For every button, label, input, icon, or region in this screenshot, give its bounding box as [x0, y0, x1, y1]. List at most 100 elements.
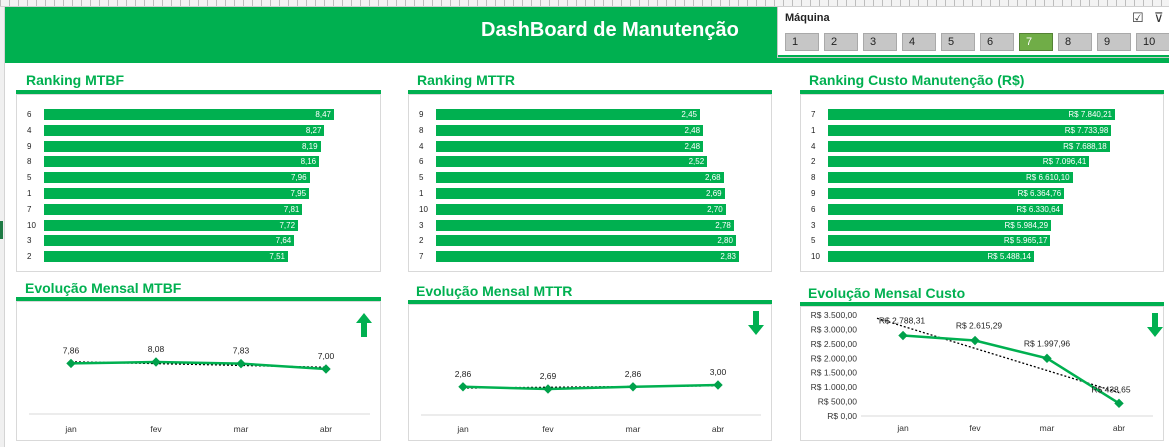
- x-tick-label: jan: [896, 423, 909, 433]
- data-label: 8,08: [148, 344, 165, 354]
- rank-value-label: R$ 7.688,18: [1063, 141, 1107, 151]
- rank-row: 6 8,47: [17, 109, 380, 120]
- rank-category-label: 8: [27, 157, 32, 167]
- rank-row: 6 2,52: [409, 156, 771, 168]
- rank-category-label: 5: [27, 173, 32, 183]
- rank-category-label: 7: [811, 110, 816, 119]
- data-label: 3,00: [710, 367, 727, 377]
- slicer-item-9[interactable]: 9: [1097, 33, 1131, 51]
- slicer-item-6[interactable]: 6: [980, 33, 1014, 51]
- slicer-item-7[interactable]: 7: [1019, 33, 1053, 51]
- machine-slicer[interactable]: Máquina ☑ ⊽ 1 2 3 4 5 6 7 8 9 10: [777, 7, 1169, 58]
- rank-value-label: R$ 7.096,41: [1042, 157, 1087, 167]
- ranking-mtbf-chart: 6 8,47 4 8,27 9 8,19 8 8,16 5 7,96 1 7,95 7 7,81 10 7,7…: [16, 94, 381, 272]
- multi-select-icon[interactable]: ☑: [1132, 10, 1144, 25]
- rank-bar: 7,51: [44, 251, 288, 263]
- rank-row: 1 7,95: [17, 188, 380, 199]
- rank-bar: 8,27: [44, 124, 325, 136]
- data-point: [1042, 353, 1052, 364]
- rank-row: 8 8,16: [17, 156, 380, 168]
- evolucao-custo-title: Evolução Mensal Custo: [808, 285, 966, 301]
- rank-value-label: 7,51: [269, 252, 285, 262]
- clear-filter-icon[interactable]: ⊽: [1154, 10, 1164, 25]
- rank-bar: R$ 6.330,64: [828, 203, 1063, 215]
- rank-row: 10 7,72: [17, 219, 380, 231]
- slicer-title: Máquina: [785, 12, 830, 24]
- data-label: 2,86: [455, 369, 472, 379]
- rank-category-label: 4: [811, 141, 816, 151]
- x-tick-label: fev: [969, 423, 981, 433]
- rank-value-label: 8,27: [305, 125, 322, 135]
- rank-value-label: R$ 5.488,14: [987, 252, 1031, 262]
- slicer-item-1[interactable]: 1: [785, 33, 819, 51]
- rank-row: 3 2,78: [409, 219, 771, 231]
- series-line: [462, 383, 719, 391]
- rank-row: 1 2,69: [409, 188, 771, 199]
- rank-category-label: 1: [811, 125, 816, 135]
- rank-value-label: 2,83: [720, 252, 736, 262]
- rank-category-label: 10: [27, 220, 36, 230]
- arrow-shape: [1147, 313, 1163, 337]
- rank-category-label: 3: [27, 236, 32, 246]
- rank-bar: 7,96: [44, 172, 310, 184]
- column-header-ruler: [0, 0, 1169, 7]
- slicer-item-10[interactable]: 10: [1136, 33, 1169, 51]
- series-line: [902, 334, 1120, 405]
- slicer-item-5[interactable]: 5: [941, 33, 975, 51]
- rank-category-label: 8: [811, 173, 816, 183]
- y-tick-label: R$ 3.500,00: [811, 310, 858, 320]
- row-header-strip: [0, 7, 5, 447]
- data-point: [151, 357, 161, 367]
- rank-row: 6 R$ 6.330,64: [801, 203, 1163, 215]
- rank-bar: R$ 5.965,17: [828, 235, 1051, 247]
- evolucao-mttr-bar: [408, 300, 772, 304]
- rank-value-label: 8,16: [300, 157, 317, 167]
- data-label: R$ 1.997,96: [1024, 338, 1071, 348]
- rank-bar: 2,52: [436, 156, 708, 168]
- data-point: [898, 330, 908, 341]
- rank-value-label: R$ 5.984,29: [1004, 220, 1049, 230]
- rank-bar: 2,48: [436, 124, 704, 136]
- rank-row: 9 R$ 6.364,76: [801, 188, 1163, 199]
- rank-bar: 8,16: [44, 156, 320, 168]
- y-tick-label: R$ 1.500,00: [811, 368, 858, 378]
- rank-row: 3 7,64: [17, 235, 380, 247]
- rank-row: 5 2,68: [409, 172, 771, 184]
- rank-row: 2 2,80: [409, 235, 771, 247]
- rank-value-label: R$ 6.330,64: [1016, 204, 1060, 214]
- rank-category-label: 9: [27, 141, 32, 151]
- dashboard-title: DashBoard de Manutenção: [481, 19, 739, 41]
- slicer-item-2[interactable]: 2: [824, 33, 858, 51]
- data-label: 2,69: [540, 371, 557, 381]
- rank-bar: 2,80: [436, 235, 736, 247]
- arrow-up-icon: [356, 313, 372, 337]
- rank-bar: 2,70: [436, 203, 726, 215]
- rank-row: 4 2,48: [409, 140, 771, 152]
- arrow-shape: [748, 311, 764, 335]
- rank-bar: 2,68: [436, 172, 724, 184]
- rank-value-label: 2,48: [684, 141, 701, 151]
- y-tick-label: R$ 0,00: [827, 411, 857, 421]
- rank-row: 5 7,96: [17, 172, 380, 184]
- rank-bar: 2,83: [436, 251, 739, 263]
- rank-bar: 7,64: [44, 235, 295, 247]
- data-point: [66, 358, 76, 369]
- rank-bar: 2,48: [436, 140, 704, 152]
- rank-bar: 7,72: [44, 219, 299, 231]
- rank-value-label: 2,69: [706, 189, 722, 198]
- slicer-item-8[interactable]: 8: [1058, 33, 1092, 51]
- evolucao_mtbf-svg: jan fev mar abr 7,86 8,08 7,83 7,00: [29, 344, 370, 434]
- arrow-down-icon: [1147, 313, 1163, 337]
- slicer-item-4[interactable]: 4: [902, 33, 936, 51]
- rank-bar: 8,47: [44, 109, 334, 120]
- rank-category-label: 5: [811, 236, 816, 246]
- data-label: R$ 2.615,29: [956, 321, 1003, 331]
- rank-row: 4 8,27: [17, 124, 380, 136]
- ranking-mtbf-title: Ranking MTBF: [26, 72, 124, 88]
- rank-value-label: 2,52: [688, 157, 705, 167]
- rank-row: 10 2,70: [409, 203, 771, 215]
- rank-category-label: 9: [811, 189, 816, 198]
- rank-bar: 2,69: [436, 188, 725, 199]
- slicer-item-3[interactable]: 3: [863, 33, 897, 51]
- rank-row: 7 7,81: [17, 203, 380, 215]
